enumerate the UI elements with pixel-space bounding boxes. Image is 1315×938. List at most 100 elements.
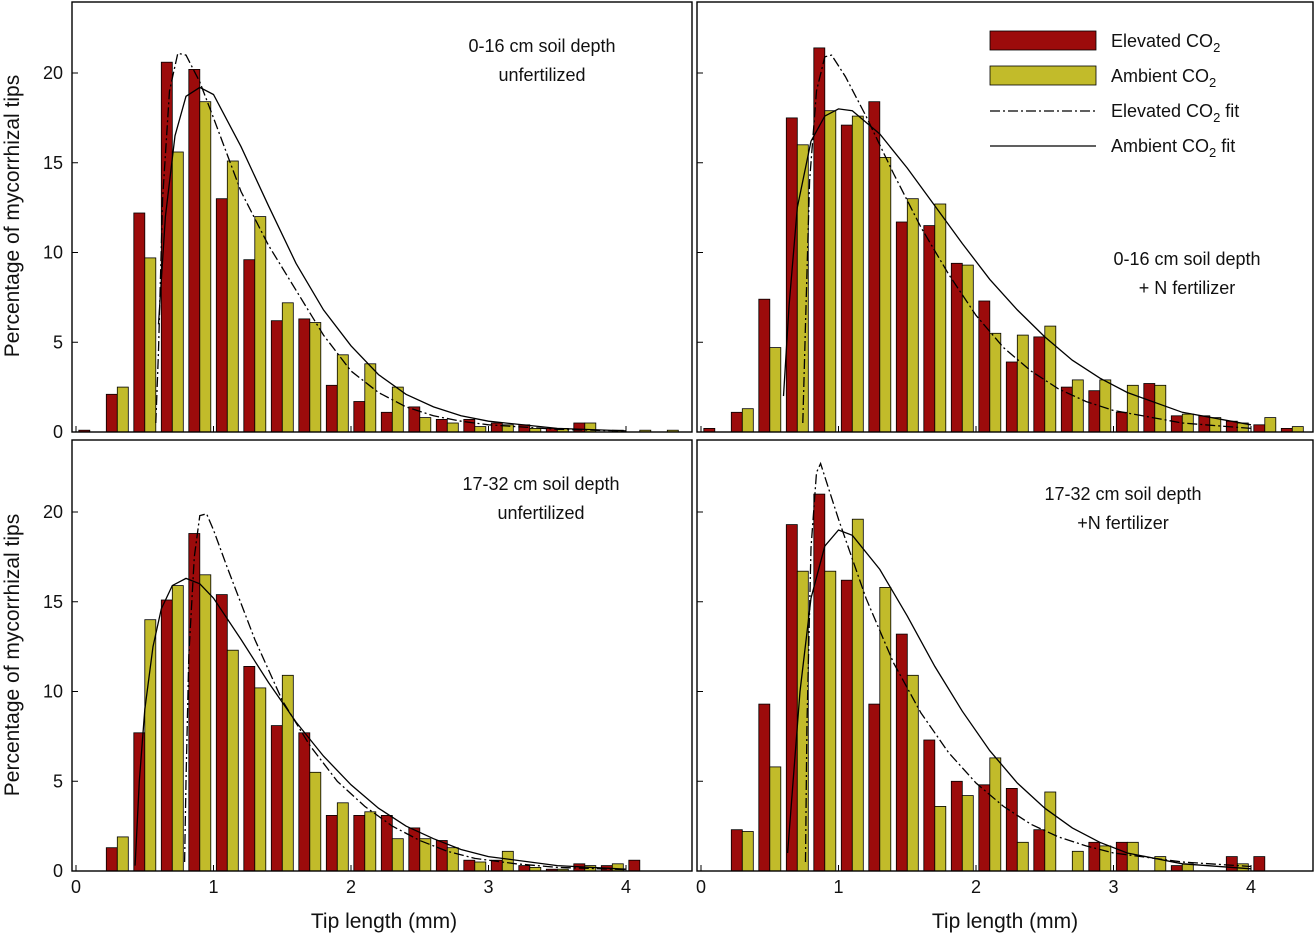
x-tick-label: 2: [971, 877, 981, 897]
annotation-line: +N fertilizer: [1077, 513, 1169, 533]
bar: [270, 725, 283, 872]
bar: [1071, 379, 1084, 433]
bar: [474, 426, 487, 433]
bar: [785, 524, 798, 872]
bar: [364, 363, 377, 433]
bar: [989, 332, 1002, 433]
annotation-backdrop: [1027, 476, 1219, 536]
bar: [353, 401, 366, 433]
bar: [408, 827, 421, 872]
bar: [989, 757, 1002, 872]
bar: [741, 831, 754, 872]
bar: [243, 259, 256, 433]
bar: [769, 347, 782, 433]
bar: [380, 815, 393, 872]
bar: [446, 422, 459, 433]
bar: [1115, 841, 1128, 872]
legend-label: Ambient CO2 fit: [1111, 136, 1235, 160]
panel-4: 0 1 2 3 4 17-32 cm soil depth +N fertilizer: [696, 439, 1314, 897]
bar: [1016, 841, 1029, 872]
panel-annotation: 0-16 cm soil depth + N fertilizer: [1091, 241, 1283, 301]
bar: [923, 739, 936, 872]
ambient-bars: [116, 101, 679, 433]
bar: [950, 780, 963, 872]
bar: [309, 771, 322, 872]
bar: [573, 422, 586, 433]
bar: [199, 101, 212, 433]
bar: [961, 264, 974, 433]
bar: [133, 212, 146, 433]
bar: [868, 703, 881, 872]
bar: [254, 216, 267, 433]
legend-item-elevated_fit: Elevated CO2 fit: [990, 101, 1239, 125]
ambient-fit-line: [134, 577, 627, 870]
x-axis-title-left: Tip length (mm): [311, 910, 457, 933]
bar: [336, 802, 349, 872]
x-tick-label: 0: [71, 877, 81, 897]
bar: [1264, 417, 1277, 433]
legend-label: Elevated CO2: [1111, 31, 1220, 55]
bar: [518, 865, 531, 872]
bar: [298, 318, 311, 433]
bar: [254, 687, 267, 872]
annotation-line: 17-32 cm soil depth: [1044, 484, 1201, 504]
bar: [978, 784, 991, 872]
bar: [501, 850, 514, 872]
bar: [1154, 384, 1167, 433]
legend-label: Elevated CO2 fit: [1111, 101, 1239, 125]
bar: [851, 115, 864, 433]
bar: [923, 225, 936, 433]
bar: [730, 411, 743, 433]
elevated-bars: [703, 47, 1293, 433]
legend-swatch: [989, 65, 1097, 86]
bar: [226, 160, 239, 433]
bar: [1291, 426, 1304, 433]
bar: [490, 422, 503, 433]
bar: [906, 674, 919, 872]
bar: [741, 408, 754, 433]
legend-item-ambient: Ambient CO2: [989, 65, 1216, 90]
plot-frame: [696, 439, 1314, 872]
bar: [199, 574, 212, 872]
bar: [188, 69, 201, 433]
elevated-bars: [730, 493, 1266, 872]
y-axis-title-top: Percentage of mycorrhizal tips: [1, 75, 24, 357]
bar: [391, 386, 404, 433]
bar: [243, 666, 256, 872]
x-tick-label: 4: [621, 877, 631, 897]
y-tick-label: 10: [43, 243, 63, 263]
bar: [840, 124, 853, 433]
y-tick-label: 20: [43, 63, 63, 83]
x-tick-label: 3: [1108, 877, 1118, 897]
bar: [934, 806, 947, 872]
bar: [435, 840, 448, 872]
bar: [769, 766, 782, 872]
ambient-fit-line: [157, 86, 627, 432]
bar: [309, 322, 322, 433]
x-tick-label: 2: [346, 877, 356, 897]
ambient-fit-line: [786, 529, 1252, 870]
x-tick-label: 4: [1246, 877, 1256, 897]
plot-frame: [71, 439, 693, 872]
bar: [215, 198, 228, 433]
bar: [281, 302, 294, 433]
bar: [391, 838, 404, 872]
legend: Elevated CO2 Ambient CO2 Elevated CO2 fit A…: [982, 16, 1282, 164]
bar: [325, 384, 338, 433]
bar: [380, 411, 393, 433]
bar: [325, 815, 338, 872]
bar: [226, 649, 239, 872]
bar: [1170, 415, 1183, 433]
bar: [474, 861, 487, 872]
bar: [336, 354, 349, 433]
plot-frame: [696, 1, 1314, 433]
x-tick-label: 1: [833, 877, 843, 897]
bar: [879, 156, 892, 433]
bar: [1143, 383, 1156, 433]
bar: [1044, 791, 1057, 872]
annotation-line: unfertilized: [498, 65, 585, 85]
y-tick-label: 5: [53, 332, 63, 352]
bar: [270, 320, 283, 433]
x-axis-title-right: Tip length (mm): [932, 910, 1078, 933]
